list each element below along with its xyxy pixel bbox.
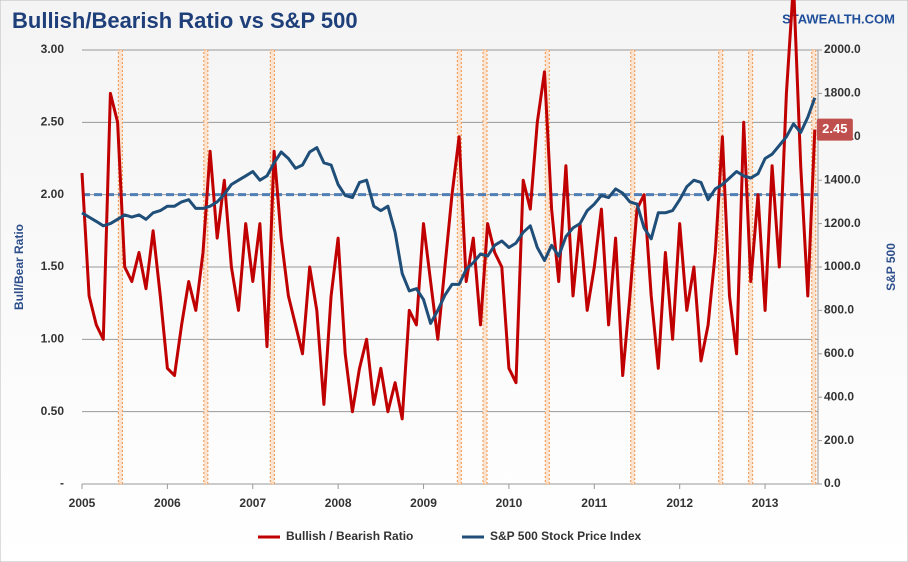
y2-tick-label: 800.0: [824, 303, 854, 317]
y2-tick-label: 1800.0: [824, 86, 861, 100]
source: STAWEALTH.COM: [782, 11, 895, 26]
x-tick-label: 2012: [666, 496, 693, 510]
event-band: [811, 49, 817, 485]
series-line: [80, 0, 817, 421]
y2-tick-label: 1400.0: [824, 172, 861, 186]
event-band: [269, 49, 276, 485]
y-tick-label: 1.00: [41, 332, 65, 346]
event-band: [117, 49, 124, 485]
x-tick-label: 2008: [325, 496, 352, 510]
legend-label: Bullish / Bearish Ratio: [286, 529, 413, 543]
y-tick-label: -: [60, 476, 64, 490]
y-tick-label: 2.00: [41, 187, 65, 201]
point-label: 2.45: [822, 121, 847, 136]
y2-tick-label: 0.0: [824, 476, 841, 490]
legend-label: S&P 500 Stock Price Index: [490, 529, 642, 543]
x-tick-label: 2010: [496, 496, 523, 510]
x-tick-label: 2011: [581, 496, 607, 510]
event-band: [544, 49, 550, 485]
y-tick-label: 1.50: [41, 259, 65, 273]
y2-axis-label: S&P 500: [884, 243, 898, 291]
y-tick-label: 0.50: [41, 404, 65, 418]
event-band: [203, 49, 209, 485]
x-tick-label: 2005: [69, 496, 96, 510]
y2-tick-label: 200.0: [824, 433, 854, 447]
x-tick-label: 2007: [239, 496, 266, 510]
x-tick-label: 2009: [410, 496, 437, 510]
y2-tick-label: 1200.0: [824, 216, 861, 230]
series-line: [81, 97, 817, 325]
x-tick-label: 2013: [752, 496, 779, 510]
y2-tick-label: 400.0: [824, 389, 854, 403]
y2-tick-label: 600.0: [824, 346, 854, 360]
point-label-box: [816, 118, 853, 141]
y-tick-label: 2.50: [41, 115, 65, 129]
x-tick-label: 2006: [154, 496, 181, 510]
y2-tick-label: 2000.0: [824, 42, 861, 56]
event-band: [456, 49, 462, 485]
y-tick-label: 3.00: [41, 42, 65, 56]
chart-title: Bullish/Bearish Ratio vs S&P 500: [12, 8, 358, 33]
y-axis-label: Bull/Bear Ratio: [12, 224, 26, 310]
y2-tick-label: 1000.0: [824, 259, 861, 273]
event-band: [718, 49, 724, 485]
